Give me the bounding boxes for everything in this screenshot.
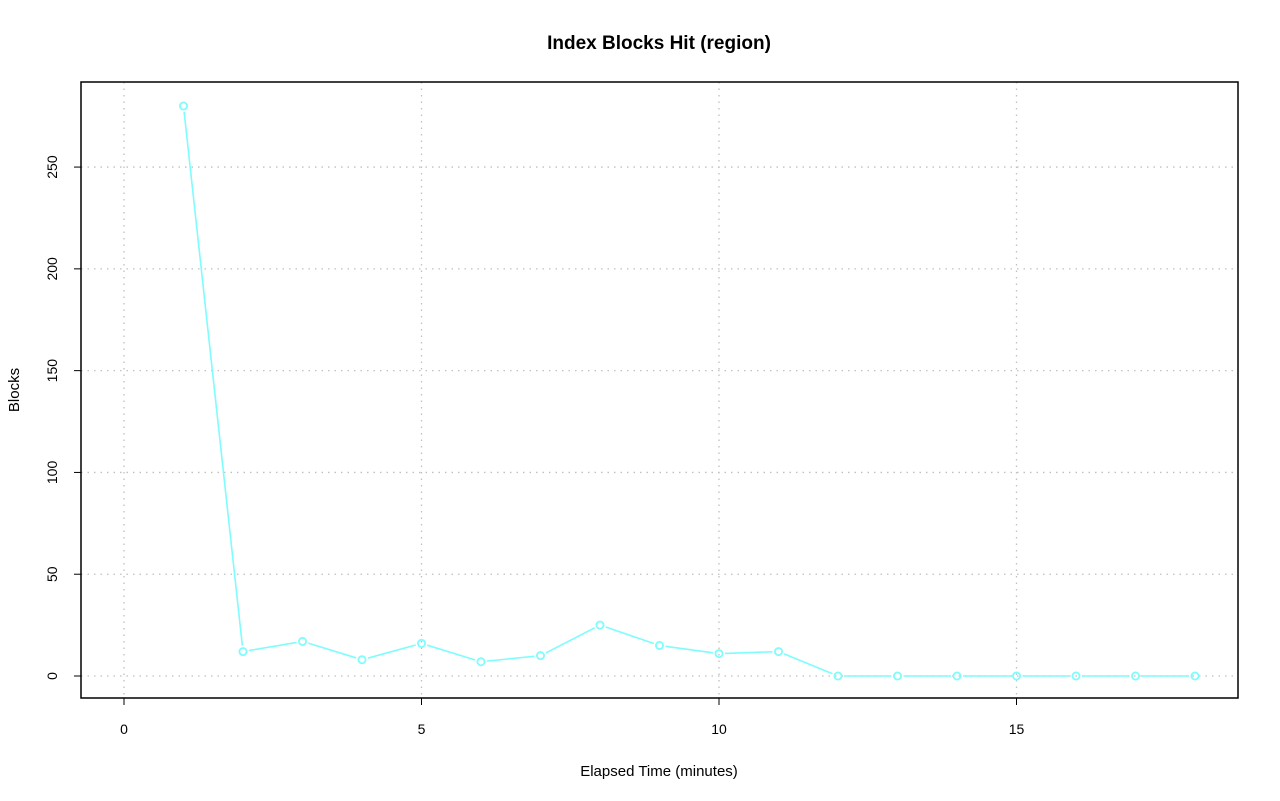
y-tick-label: 0 <box>44 672 60 680</box>
data-point <box>416 638 426 648</box>
data-point <box>714 649 724 659</box>
y-axis-label: Blocks <box>6 368 23 412</box>
data-point <box>297 636 307 646</box>
series-line-segment <box>426 644 476 661</box>
data-point <box>238 647 248 657</box>
data-point <box>476 657 486 667</box>
series-line-segment <box>307 642 357 659</box>
data-point <box>833 671 843 681</box>
series-line-segment <box>545 627 596 654</box>
series-line-segment <box>486 655 535 662</box>
data-point <box>1012 671 1022 681</box>
data-point <box>655 640 665 650</box>
series-line-segment <box>724 650 773 655</box>
data-point <box>536 651 546 661</box>
data-point <box>178 101 188 111</box>
data-point <box>774 647 784 657</box>
data-point <box>893 671 903 681</box>
x-tick-label: 5 <box>418 721 426 737</box>
y-tick-label: 50 <box>44 566 60 582</box>
y-tick-label: 150 <box>44 359 60 383</box>
y-axis: 0 50 100 150 200 250 <box>44 155 81 680</box>
series-line-segment <box>783 653 833 675</box>
series-line-segment <box>183 111 244 646</box>
y-tick-label: 200 <box>44 257 60 281</box>
x-tick-label: 0 <box>120 721 128 737</box>
data-point <box>952 671 962 681</box>
chart-title: Index Blocks Hit (region) <box>547 33 771 54</box>
y-tick-label: 250 <box>44 155 60 179</box>
plot-frame <box>80 81 1239 699</box>
data-point <box>1190 671 1200 681</box>
data-point <box>595 620 605 630</box>
x-tick-label: 10 <box>711 721 727 737</box>
data-point <box>357 655 367 665</box>
x-axis-label: Elapsed Time (minutes) <box>580 763 738 780</box>
data-point <box>1071 671 1081 681</box>
series-line-segment <box>367 644 416 659</box>
x-axis: 0 5 10 15 <box>120 698 1024 737</box>
y-tick-label: 100 <box>44 461 60 485</box>
series-line-segment <box>605 626 655 645</box>
data-point <box>1131 671 1141 681</box>
x-tick-label: 15 <box>1009 721 1025 737</box>
series-line-segment <box>248 641 297 652</box>
grid <box>81 82 1238 698</box>
series-line-segment <box>665 645 714 654</box>
series-layer <box>178 101 1200 681</box>
